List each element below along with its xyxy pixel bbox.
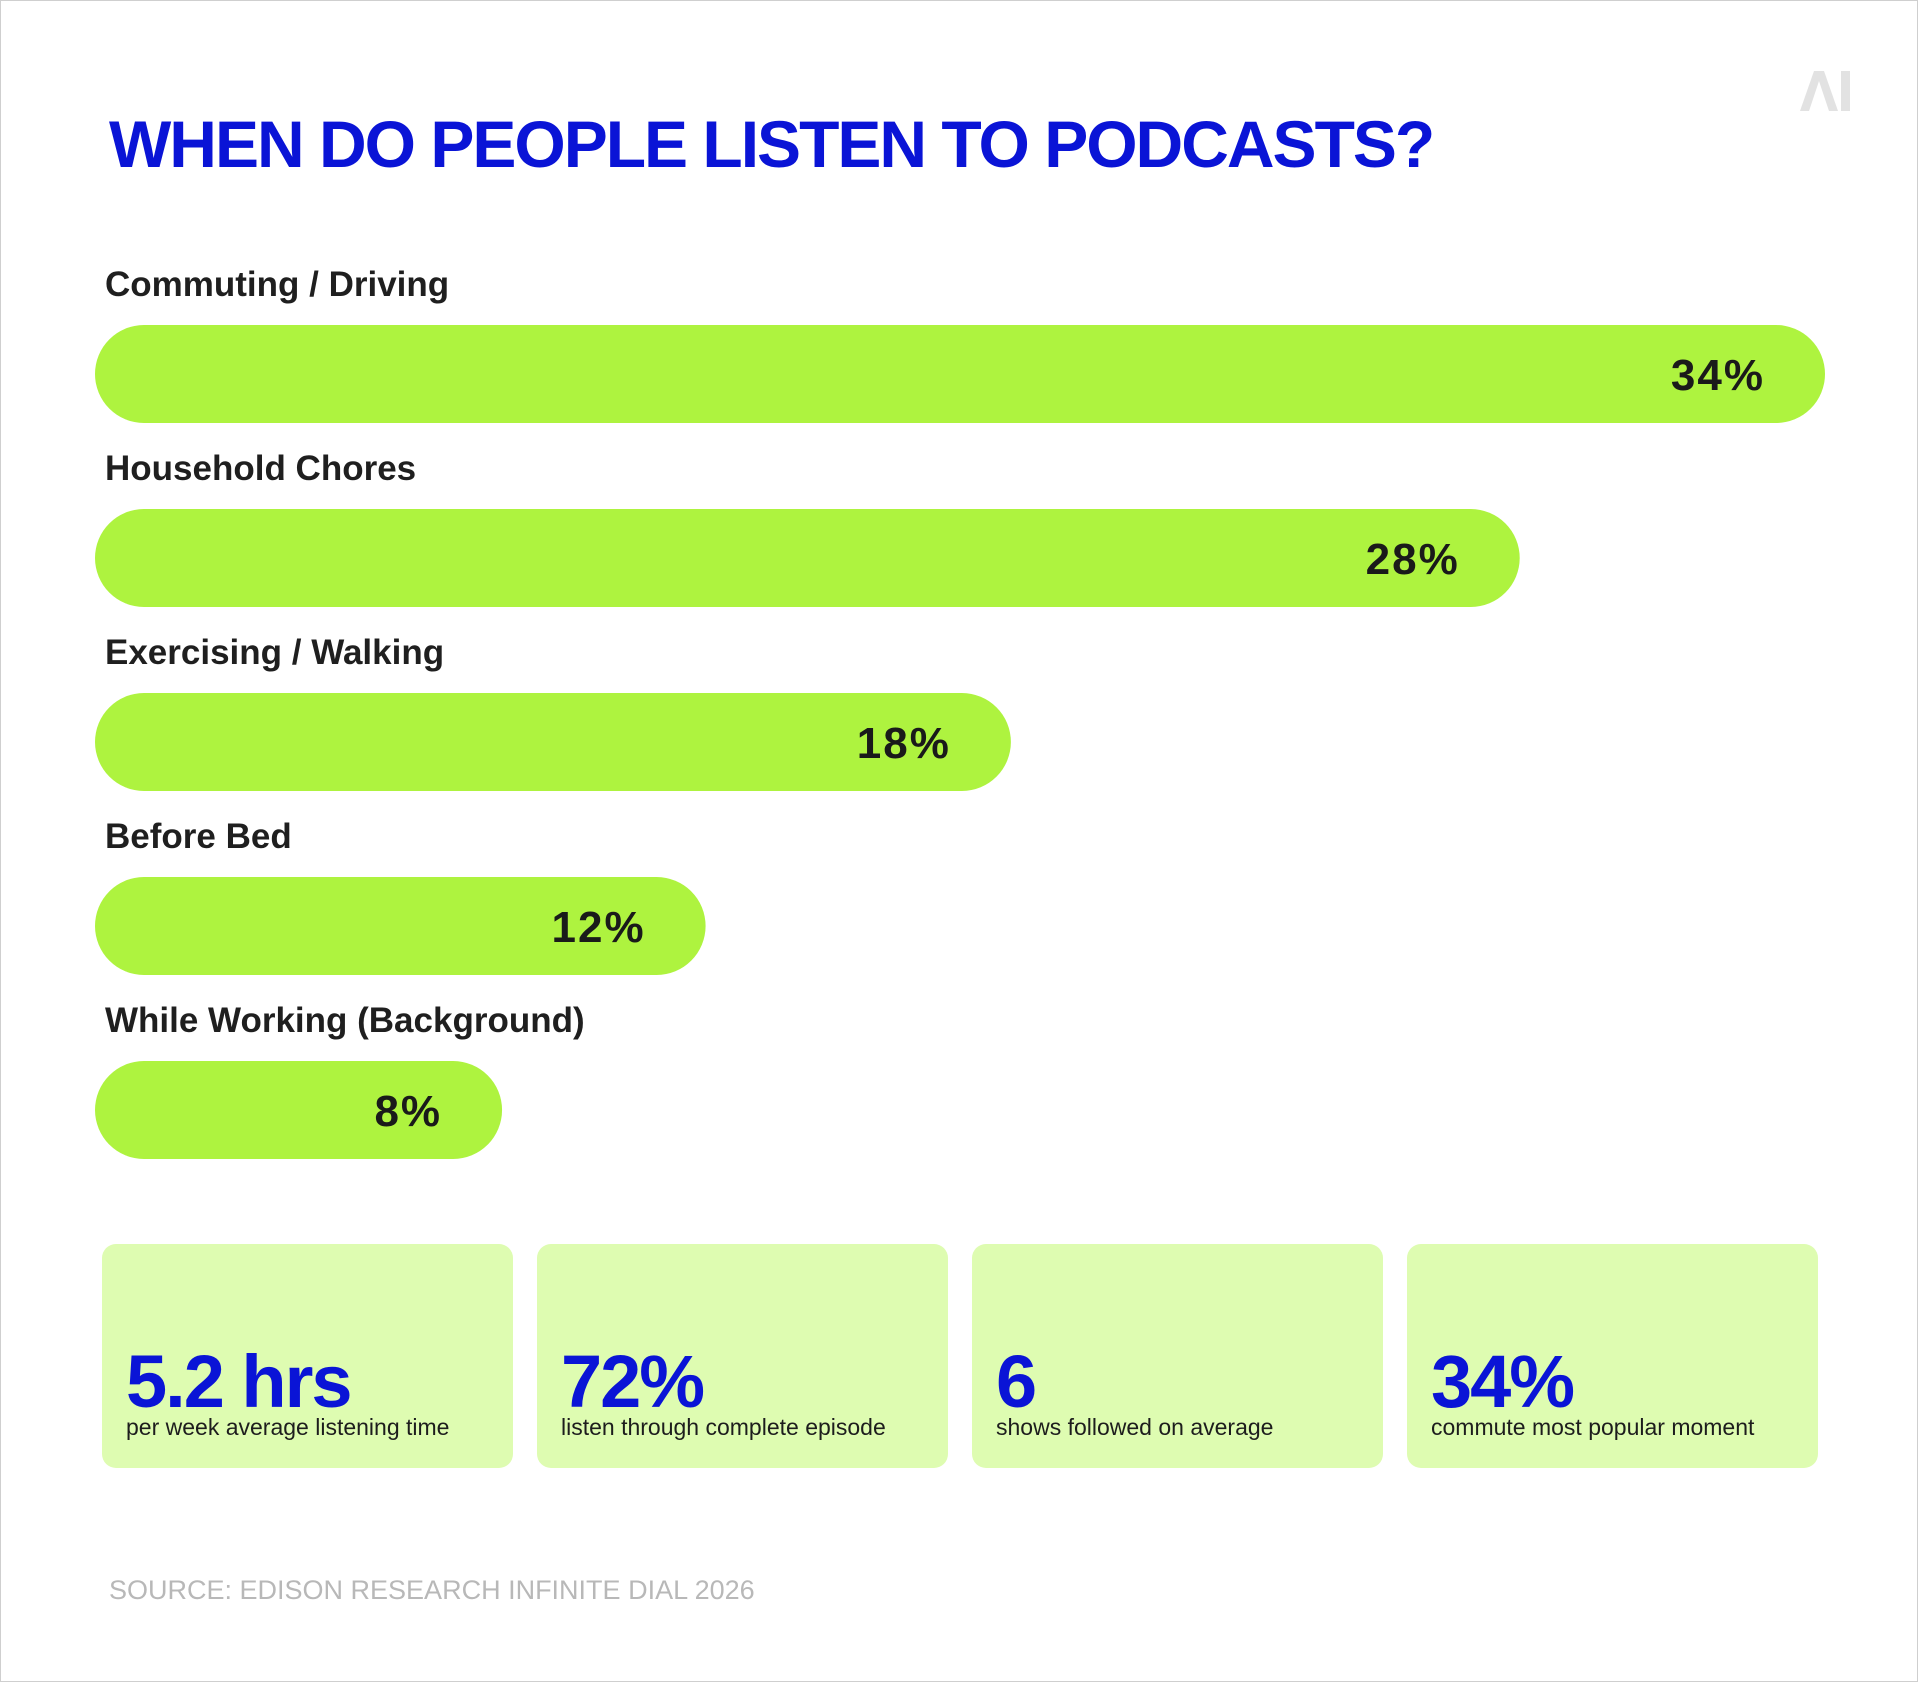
value-label: 34% [1671, 351, 1765, 400]
stat-caption: commute most popular moment [1431, 1414, 1755, 1440]
bar [95, 325, 1825, 423]
category-label: Before Bed [105, 817, 292, 856]
stat-card-listening-time: 5.2 hrs per week average listening time [102, 1244, 513, 1468]
value-label: 28% [1366, 535, 1460, 584]
stat-card-complete-episode: 72% listen through complete episode [537, 1244, 948, 1468]
stat-caption: listen through complete episode [561, 1414, 886, 1440]
bar [95, 877, 706, 975]
stat-card-popular-moment: 34% commute most popular moment [1407, 1244, 1818, 1468]
stat-card-shows-followed: 6 shows followed on average [972, 1244, 1383, 1468]
value-label: 8% [374, 1087, 442, 1136]
value-label: 18% [857, 719, 951, 768]
stat-value: 34% [1431, 1340, 1575, 1423]
stat-caption: shows followed on average [996, 1414, 1274, 1440]
page-title: WHEN DO PEOPLE LISTEN TO PODCASTS? [109, 107, 1435, 181]
category-label: Household Chores [105, 449, 416, 488]
category-label: While Working (Background) [105, 1001, 585, 1040]
source-note: SOURCE: EDISON RESEARCH INFINITE DIAL 20… [109, 1575, 755, 1605]
bar-chart: Commuting / Driving 34% Household Chores 28… [95, 265, 1825, 1159]
stat-value: 72% [561, 1340, 705, 1423]
category-label: Exercising / Walking [105, 633, 444, 672]
bar [95, 509, 1520, 607]
bar [95, 1061, 503, 1159]
value-label: 12% [552, 903, 646, 952]
bar [95, 693, 1011, 791]
ai-logo-icon [1800, 71, 1850, 111]
stat-caption: per week average listening time [126, 1414, 450, 1440]
stat-value: 5.2 hrs [126, 1340, 353, 1423]
category-label: Commuting / Driving [105, 265, 449, 304]
stats-row: 5.2 hrs per week average listening time … [102, 1244, 1818, 1468]
stat-value: 6 [996, 1340, 1037, 1423]
